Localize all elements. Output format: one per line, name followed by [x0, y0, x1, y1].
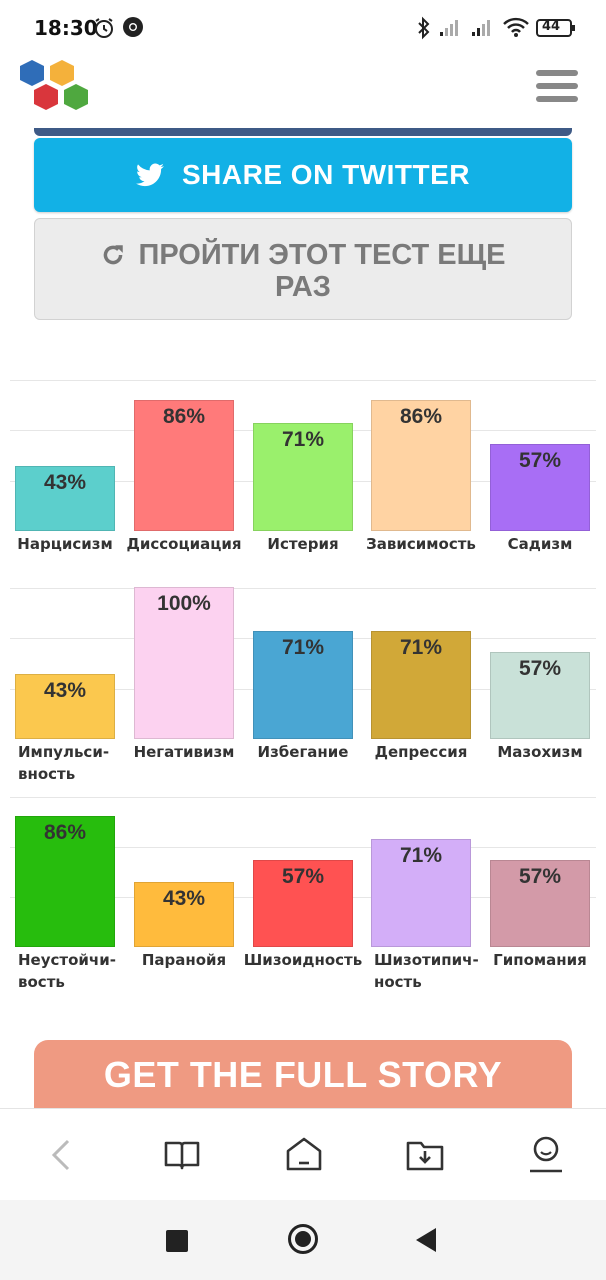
chart-2-bar: 43%	[15, 674, 115, 739]
share-twitter-button[interactable]: SHARE ON TWITTER	[34, 138, 572, 212]
chart-3-category-label: Гипомания	[493, 951, 587, 969]
chart-2-category-label: Мазохизм	[497, 743, 583, 761]
retake-test-button[interactable]: ПРОЙТИ ЭТОТ ТЕСТ ЕЩЕ РАЗ	[34, 218, 572, 320]
chart-3-bar: 71%	[371, 839, 471, 947]
chart-2-bar-value: 100%	[157, 592, 211, 615]
chart-2-bar: 57%	[490, 652, 590, 739]
chart-2-gridline	[10, 588, 596, 589]
chart-1-bar: 86%	[371, 400, 471, 531]
signal-icon	[438, 16, 464, 42]
chart-1-category-label: Нарцисизм	[17, 535, 113, 553]
back-triangle-icon[interactable]	[416, 1228, 436, 1252]
chart-1-gridline	[10, 380, 596, 381]
chart-3-bar-value: 43%	[162, 887, 206, 910]
chart-3-category-label: Шизоидность	[243, 951, 363, 969]
refresh-icon	[104, 245, 124, 265]
chart-2-bar: 100%	[134, 587, 234, 739]
recents-icon[interactable]	[166, 1230, 188, 1252]
chart-3-gridline	[10, 797, 596, 798]
get-full-story-button[interactable]: GET THE FULL STORY	[34, 1040, 572, 1110]
chart-3-bar-value: 71%	[399, 844, 443, 867]
chart-3-bar-value: 57%	[518, 865, 562, 888]
book-icon[interactable]	[160, 1133, 204, 1177]
get-full-story-label: GET THE FULL STORY	[103, 1054, 503, 1095]
profile-icon[interactable]	[524, 1133, 568, 1177]
share-twitter-label: SHARE ON TWITTER	[182, 159, 470, 190]
status-bar: 18:30 44	[0, 0, 606, 58]
chart-3-category-label: Паранойя	[141, 951, 227, 969]
back-icon[interactable]	[40, 1133, 84, 1177]
chart-1-bar: 86%	[134, 400, 234, 531]
chart-1-bar-value: 86%	[162, 405, 206, 428]
signal-icon-2	[470, 16, 496, 42]
chart-1-bar: 43%	[15, 466, 115, 531]
chart-2-bar-value: 71%	[281, 636, 325, 659]
chart-3-category-label: Неустойчи- вость	[18, 951, 116, 991]
chart-1-bar: 71%	[253, 423, 353, 531]
chart-1-category-label: Зависимость	[366, 535, 476, 553]
chart-1-category-label: Истерия	[267, 535, 339, 553]
battery-level: 44	[542, 19, 561, 34]
chart-1-bar-value: 71%	[281, 428, 325, 451]
chart-3-gridline	[10, 847, 596, 848]
chart-3-bar: 86%	[15, 816, 115, 947]
results-charts: 43% Нарцисизм 86% Диссоциация 71% Истерия 86% З…	[10, 380, 596, 991]
chart-1-bar-value: 43%	[43, 471, 87, 494]
top-divider	[34, 128, 572, 136]
chart-1-category-label: Садизм	[507, 535, 573, 553]
home-icon[interactable]	[282, 1133, 326, 1177]
chart-1-bar-value: 86%	[399, 405, 443, 428]
system-nav-bar	[0, 1200, 606, 1280]
chart-2-bar-value: 43%	[43, 679, 87, 702]
chrome-icon	[122, 16, 144, 42]
chart-3-bar: 57%	[490, 860, 590, 947]
home-circle-icon[interactable]	[288, 1224, 318, 1254]
chart-3-category-label: Шизотипич- ность	[374, 951, 479, 991]
chart-1-category-label: Диссоциация	[126, 535, 242, 553]
twitter-icon	[136, 163, 164, 187]
site-logo[interactable]	[16, 58, 92, 116]
chart-2-category-label: Импульси- вность	[18, 743, 110, 783]
chart-2-category-label: Негативизм	[133, 743, 235, 761]
chart-3-bar-value: 86%	[43, 821, 87, 844]
chart-2-bar-value: 57%	[518, 657, 562, 680]
chart-2-bar-value: 71%	[399, 636, 443, 659]
alarm-icon	[92, 16, 116, 44]
browser-toolbar	[0, 1108, 606, 1201]
retake-label-line1: ПРОЙТИ ЭТОТ ТЕСТ ЕЩЕ	[138, 239, 506, 271]
chart-1-bar: 57%	[490, 444, 590, 531]
chart-3-bar: 43%	[134, 882, 234, 947]
chart-2-category-label: Депрессия	[374, 743, 468, 761]
chart-1-bar-value: 57%	[518, 449, 562, 472]
wifi-icon	[502, 16, 530, 42]
chart-3-bar-value: 57%	[281, 865, 325, 888]
hamburger-menu-icon[interactable]	[536, 70, 578, 106]
download-folder-icon[interactable]	[403, 1133, 447, 1177]
site-header	[0, 58, 606, 130]
chart-3-bar: 57%	[253, 860, 353, 947]
battery-icon: 44	[536, 18, 576, 42]
retake-label-line2: РАЗ	[275, 271, 331, 303]
bluetooth-icon	[416, 16, 432, 44]
status-time: 18:30	[34, 16, 98, 40]
chart-2-bar: 71%	[253, 631, 353, 739]
chart-2-bar: 71%	[371, 631, 471, 739]
chart-2-category-label: Избегание	[257, 743, 349, 761]
